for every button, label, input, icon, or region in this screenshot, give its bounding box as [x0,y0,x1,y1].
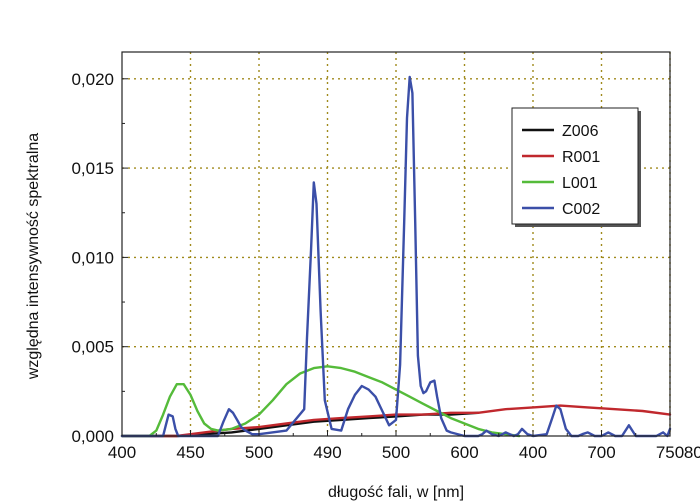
series-line-l001 [120,365,521,438]
legend-label-c002: C002 [562,201,600,218]
x-tick-label: 400 [519,443,547,462]
x-tick-label: 500 [245,443,273,462]
series-layer [120,75,672,438]
x-tick-label: 700 [587,443,615,462]
y-tick-label: 0,015 [71,159,114,178]
legend-label-l001: L001 [562,175,598,192]
y-tick-label: 0,010 [71,248,114,267]
x-axis-title: długość fali, w [nm] [328,484,464,501]
x-tick-label: 450 [176,443,204,462]
y-tick-label: 0,020 [71,70,114,89]
series-line-r001 [120,404,672,438]
x-tick-label: 600 [450,443,478,462]
legend-label-z006: Z006 [562,123,599,140]
series-line-c002 [120,75,672,438]
legend: Z006 R001 L001 C002 [511,107,641,227]
x-tick-label: 800 [684,443,700,462]
y-axis-title: względna intensywność spektralna [25,133,42,380]
legend-box [511,107,639,225]
y-tick-label: 0,000 [71,427,114,446]
y-tick-label: 0,005 [71,338,114,357]
x-tick-label: 400 [108,443,136,462]
x-tick-label: 490 [313,443,341,462]
x-tick-label: 750 [656,443,684,462]
legend-label-r001: R001 [562,149,600,166]
x-tick-label: 500 [382,443,410,462]
